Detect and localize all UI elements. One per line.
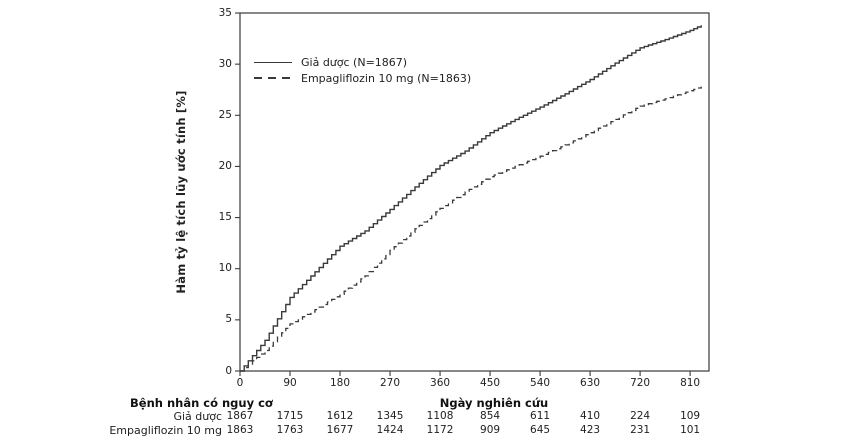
legend-item-empagliflozin: Empagliflozin 10 mg (N=1863) — [254, 70, 471, 86]
risk-count: 645 — [530, 423, 551, 436]
risk-count: 1677 — [326, 423, 354, 436]
risk-count: 1612 — [326, 410, 354, 422]
dashed-line-sample-icon — [254, 77, 292, 79]
x-tick-label: 90 — [283, 377, 297, 389]
x-tick-label: 270 — [380, 377, 401, 389]
y-tick-label: 5 — [225, 313, 232, 326]
risk-count: 1763 — [276, 423, 304, 436]
x-tick-label: 540 — [530, 377, 551, 389]
x-tick-label: 0 — [236, 377, 244, 389]
legend-label-placebo: Giả dược (N=1867) — [301, 55, 408, 69]
x-axis-title: Ngày nghiên cứu — [439, 396, 549, 410]
y-tick-label: 25 — [218, 108, 232, 121]
risk-count: 611 — [530, 410, 551, 422]
x-tick-label: 360 — [430, 377, 451, 389]
risk-count: 410 — [580, 410, 601, 422]
solid-line-sample-icon — [254, 61, 292, 63]
risk-count: 854 — [480, 410, 501, 422]
risk-count: 1172 — [426, 423, 454, 436]
risk-row-label-placebo: Giả dược — [173, 410, 222, 423]
y-tick-label: 10 — [218, 262, 232, 275]
risk-count: 224 — [630, 410, 651, 422]
y-tick-label: 20 — [218, 159, 232, 172]
risk-count: 1715 — [276, 410, 304, 422]
x-tick-label: 450 — [480, 377, 501, 389]
risk-count: 231 — [630, 423, 651, 436]
x-tick-label: 720 — [630, 377, 651, 389]
risk-count: 423 — [580, 423, 601, 436]
x-tick-label: 180 — [329, 377, 351, 389]
y-tick-label: 15 — [218, 211, 232, 224]
y-tick-label: 35 — [218, 6, 232, 19]
legend-label-empagliflozin: Empagliflozin 10 mg (N=1863) — [301, 71, 472, 85]
legend-item-placebo: Giả dược (N=1867) — [254, 54, 471, 70]
risk-count: 1345 — [376, 410, 404, 422]
risk-row-label-empagliflozin: Empagliflozin 10 mg — [109, 423, 222, 437]
risk-count: 1867 — [226, 410, 254, 422]
x-tick-label: 630 — [580, 377, 601, 389]
risk-count: 1424 — [376, 423, 404, 436]
risk-count: 109 — [680, 410, 701, 422]
x-tick-label: 810 — [680, 377, 701, 389]
risk-count: 1863 — [226, 423, 254, 436]
y-tick-label: 30 — [218, 57, 232, 70]
plot-frame — [239, 12, 710, 372]
series-curve-dashed — [240, 86, 702, 372]
y-tick-label: 0 — [225, 364, 232, 377]
series-curve-solid — [240, 25, 702, 372]
risk-table-header: Bệnh nhân có nguy cơ — [130, 396, 273, 410]
legend: Giả dược (N=1867) Empagliflozin 10 mg (N… — [254, 54, 471, 86]
y-axis-title: Hàm tỷ lệ tích lũy ước tính [%] — [174, 90, 188, 294]
risk-count: 909 — [480, 423, 501, 436]
risk-count: 1108 — [426, 410, 454, 422]
risk-count: 101 — [680, 423, 701, 436]
